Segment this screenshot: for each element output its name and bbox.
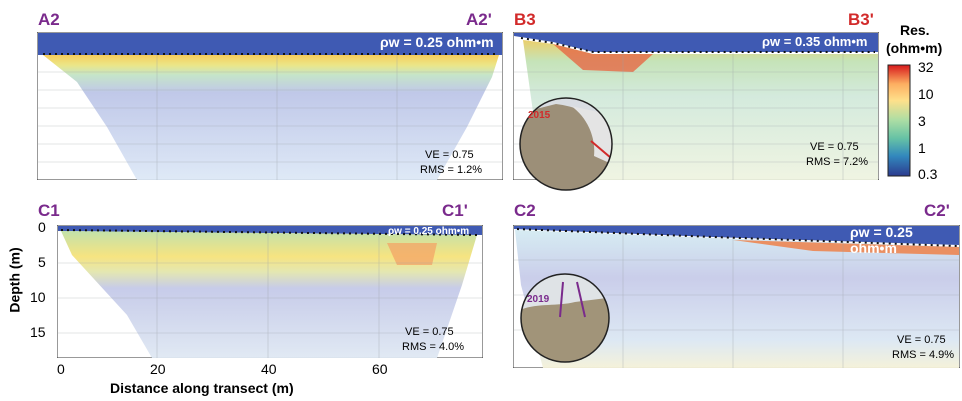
panel-c1-left-label: C1 bbox=[38, 201, 60, 220]
panel-a2-right-label: A2' bbox=[466, 10, 492, 29]
panel-c1-section bbox=[57, 225, 483, 358]
panel-a2-rms: RMS = 1.2% bbox=[420, 164, 483, 176]
xtick-20: 20 bbox=[150, 361, 166, 377]
panel-c1-ve: VE = 0.75 bbox=[405, 326, 454, 338]
colorbar-title-line1: Res. bbox=[900, 22, 930, 38]
panel-c1-rms: RMS = 4.0% bbox=[402, 341, 465, 353]
panel-b3-inset-year: 2015 bbox=[528, 110, 551, 121]
panel-c2-rms: RMS = 4.9% bbox=[892, 349, 955, 361]
colorbar-title-line2: (ohm•m) bbox=[886, 40, 943, 56]
colorbar-tick-3: 3 bbox=[918, 113, 926, 129]
xtick-60: 60 bbox=[372, 361, 388, 377]
panel-b3-rms: RMS = 7.2% bbox=[806, 156, 869, 168]
colorbar-tick-1: 1 bbox=[918, 140, 926, 156]
panel-b3-right-label: B3' bbox=[848, 10, 874, 29]
xtick-0: 0 bbox=[57, 361, 65, 377]
ytick-0: 0 bbox=[38, 219, 46, 235]
x-axis-title: Distance along transect (m) bbox=[110, 380, 294, 396]
panel-c2-inset-year: 2019 bbox=[527, 294, 550, 305]
panel-c2-left-label: C2 bbox=[514, 201, 536, 220]
panel-c2-ve: VE = 0.75 bbox=[897, 334, 946, 346]
panel-b3-left-label: B3 bbox=[514, 10, 536, 29]
panel-b3-water bbox=[514, 33, 878, 52]
panel-a2-ve: VE = 0.75 bbox=[425, 149, 474, 161]
colorbar-tick-10: 10 bbox=[918, 86, 934, 102]
panel-b3-ve: VE = 0.75 bbox=[810, 141, 859, 153]
panel-c2-right-label: C2' bbox=[924, 201, 950, 220]
panel-b3-water-label: ρw = 0.35 ohm•m bbox=[762, 34, 868, 49]
panel-b3-inset-map: 2015 bbox=[519, 97, 613, 191]
panel-c2-inset-map: 2019 bbox=[520, 273, 610, 363]
colorbar bbox=[887, 64, 911, 177]
colorbar-tick-32: 32 bbox=[918, 59, 934, 75]
panel-a2-left-label: A2 bbox=[38, 10, 60, 29]
ytick-5: 5 bbox=[38, 254, 46, 270]
colorbar-tick-0.3: 0.3 bbox=[918, 166, 938, 182]
panel-a2-water bbox=[38, 33, 502, 55]
panel-c1-right-label: C1' bbox=[442, 201, 468, 220]
panel-c1-water-label: ρw = 0.25 ohm•m bbox=[388, 226, 470, 237]
panel-c1-water bbox=[58, 226, 482, 235]
ytick-15: 15 bbox=[30, 324, 46, 340]
panel-a2-section bbox=[37, 32, 503, 180]
panel-c2-water bbox=[514, 226, 959, 245]
ytick-10: 10 bbox=[30, 289, 46, 305]
xtick-40: 40 bbox=[261, 361, 277, 377]
y-axis-title: Depth (m) bbox=[6, 247, 23, 313]
panel-c2-water-label: ρw = 0.25 ohm•m bbox=[850, 224, 913, 256]
panel-a2-water-label: ρw = 0.25 ohm•m bbox=[380, 34, 494, 50]
